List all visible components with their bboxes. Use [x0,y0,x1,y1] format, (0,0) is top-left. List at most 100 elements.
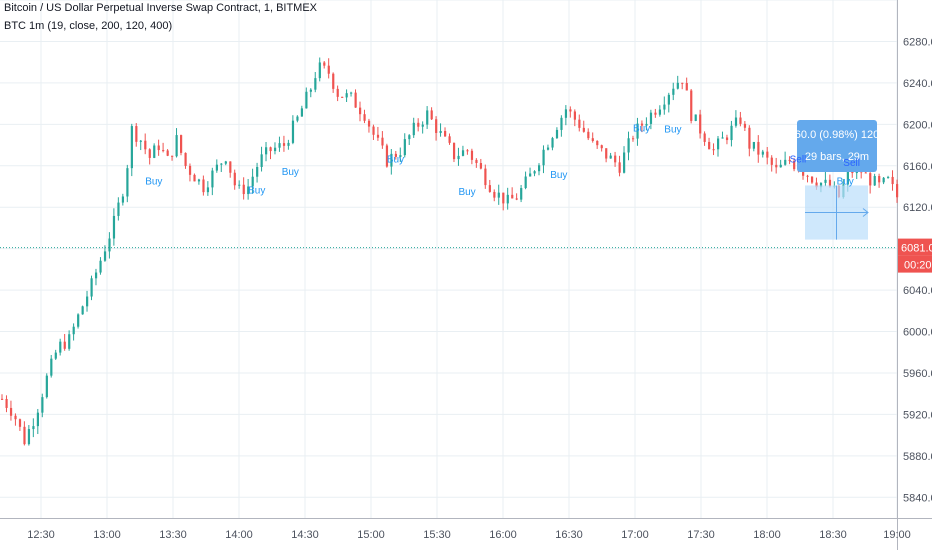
time-tick-label: 18:30 [819,529,847,541]
measure-arrow-icon [862,208,869,217]
price-tick-label: 5920.0 [903,409,932,421]
time-tick-label: 17:00 [621,529,649,541]
candle-body [515,198,518,200]
candle-body [497,192,500,198]
candle-body [54,352,57,359]
candle-body [175,135,178,157]
candle-body [94,272,98,279]
candle-body [5,398,8,408]
candle-body [658,109,662,115]
candle-body [139,140,142,142]
price-tick-label: 6040.0 [903,285,932,297]
candle-body [667,94,670,105]
candle-body [32,426,35,430]
candle-body [533,171,536,174]
candle-body [367,120,371,127]
price-tick-label: 6200.0 [903,119,932,131]
candle-body [171,155,174,157]
measure-label-line2: 29 bars, 29m [805,151,869,163]
candle-body [582,127,585,132]
candle-body [502,192,505,204]
candle-body [609,155,612,159]
candle-body [350,92,353,94]
candle-body [359,107,362,115]
candle-body [824,179,827,183]
candle-body [564,109,568,118]
candle-body [784,159,787,165]
candle-body [363,114,366,121]
candle-body [27,429,31,445]
candle-body [761,151,764,155]
candle-body [202,179,205,193]
candle-body [676,82,679,89]
candle-body [627,138,630,153]
candle-body [166,150,169,156]
candle-body [1,398,4,400]
candle-body [197,179,201,182]
candle-body [623,152,626,173]
candle-body [341,96,344,98]
candle-body [376,134,380,138]
candle-body [493,191,496,198]
price-tick-label: 6280.0 [903,36,932,48]
candle-body [672,88,675,95]
candle-body [712,149,715,151]
candle-body [560,117,563,130]
candle-body [296,116,299,121]
candle-body [546,147,550,150]
signal-label-buy: Buy [282,167,299,178]
candle-body [882,177,885,183]
candle-body [542,149,545,166]
candle-body [81,306,84,315]
candle-body [247,186,250,195]
price-tick-label: 6160.0 [903,161,932,173]
candle-body [640,123,644,126]
candle-body [846,171,849,185]
candle-body [188,165,192,175]
candle-body [256,166,259,177]
candle-body [291,120,295,143]
candle-body [708,141,711,150]
candle-body [734,117,738,126]
signal-label-buy: Buy [664,125,681,136]
candle-body [618,162,621,173]
time-tick-label: 14:00 [225,529,253,541]
candle-body [663,104,666,110]
last-price-label: 6081.0 [901,243,932,255]
measure-label-bg [797,120,877,172]
signal-label-buy: Buy [550,170,567,181]
indicator-label[interactable]: BTC 1m (19, close, 200, 120, 400) [4,20,173,32]
candle-body [802,171,805,176]
candle-body [819,182,823,188]
candle-body [488,185,491,192]
candle-body [45,375,48,398]
candle-body [144,140,147,150]
candle-body [645,123,648,126]
candle-body [260,154,263,167]
candle-body [68,334,71,349]
candle-body [529,173,532,177]
candle-body [430,110,433,120]
candle-body [309,89,312,92]
price-tick-label: 5880.0 [903,451,932,463]
candle-body [14,415,17,420]
candle-body [242,184,245,195]
candle-body [99,260,102,273]
candle-body [788,159,791,162]
candle-body [596,140,599,146]
candle-body [77,314,80,327]
candle-body [135,126,138,142]
candle-body [654,112,657,115]
candle-body [23,426,26,445]
time-tick-label: 14:30 [291,529,319,541]
candle-body [587,131,590,139]
candle-body [538,165,541,172]
candle-body [779,164,782,168]
candle-body [690,90,693,121]
candle-body [381,137,384,146]
candle-body [757,141,760,155]
candle-body [878,176,881,183]
candle-body [394,153,397,157]
candle-body [300,108,304,117]
